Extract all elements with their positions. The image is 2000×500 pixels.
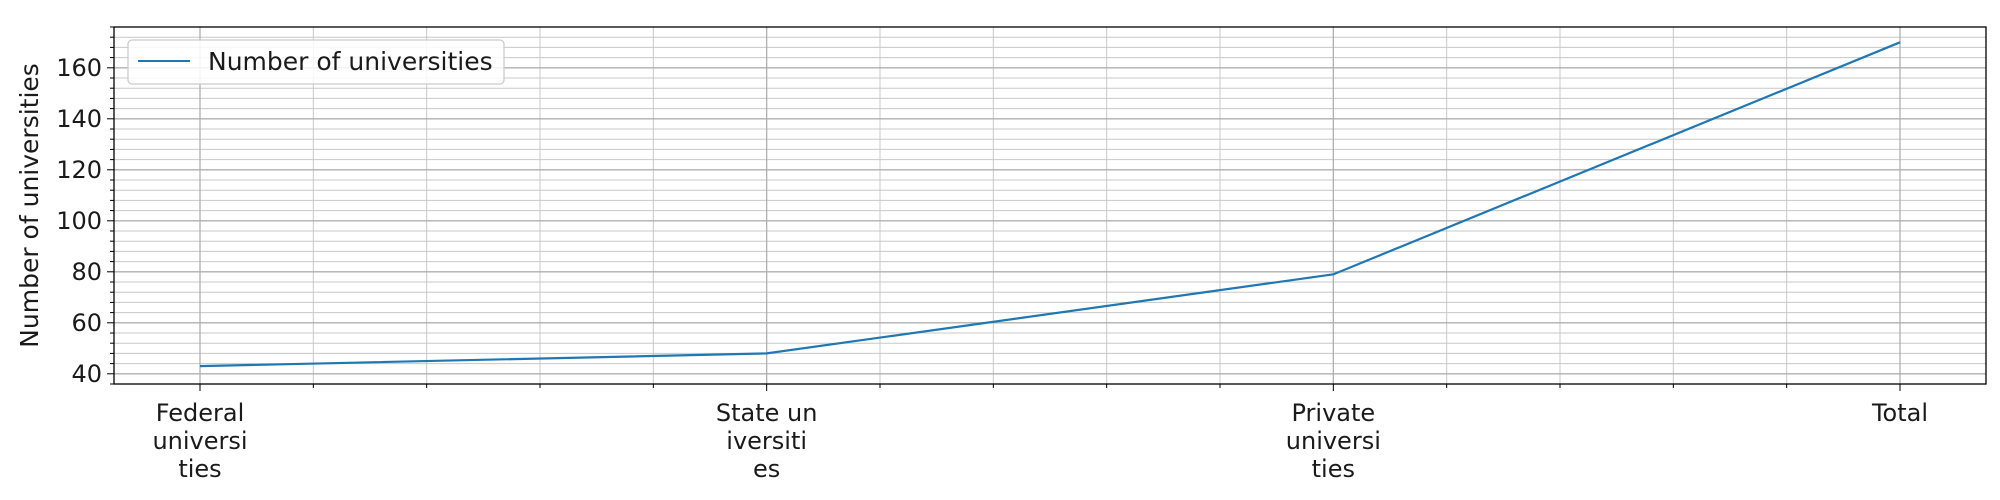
x-tick-label-line: Federal bbox=[156, 399, 245, 427]
x-tick-label-line: iversiti bbox=[726, 427, 807, 455]
x-tick-label-line: State un bbox=[716, 399, 818, 427]
series-line bbox=[199, 41, 1901, 368]
y-tick-label: 100 bbox=[56, 207, 102, 235]
y-tick-label: 40 bbox=[71, 360, 102, 388]
major-grid bbox=[114, 27, 1986, 384]
plot-area-frame bbox=[113, 26, 1987, 385]
y-axis-label: Number of universities bbox=[15, 63, 44, 348]
legend-box bbox=[127, 39, 505, 85]
legend: Number of universities bbox=[127, 39, 505, 85]
x-tick-label-line: Private bbox=[1291, 399, 1375, 427]
x-tick-label-line: ties bbox=[1312, 455, 1355, 483]
x-tick-label: Total bbox=[1871, 399, 1928, 427]
x-tick-label-line: Total bbox=[1871, 399, 1928, 427]
y-tick-label: 120 bbox=[56, 156, 102, 184]
x-tick-label-line: ties bbox=[178, 455, 221, 483]
series-layer bbox=[199, 41, 1901, 368]
axis-ticks bbox=[107, 26, 1901, 391]
y-tick-labels: 40 60 80 100 120 140 160 bbox=[56, 54, 102, 388]
x-tick-label: Federal universi ties bbox=[152, 399, 247, 483]
x-tick-label: Private universi ties bbox=[1286, 399, 1381, 483]
x-tick-label: State un iversiti es bbox=[716, 399, 818, 483]
y-tick-label: 160 bbox=[56, 54, 102, 82]
y-tick-label: 60 bbox=[71, 309, 102, 337]
x-tick-label-line: es bbox=[753, 455, 780, 483]
y-tick-label: 80 bbox=[71, 258, 102, 286]
x-tick-label-line: universi bbox=[1286, 427, 1381, 455]
x-tick-label-line: universi bbox=[152, 427, 247, 455]
legend-label: Number of universities bbox=[208, 47, 493, 76]
y-tick-label: 140 bbox=[56, 105, 102, 133]
